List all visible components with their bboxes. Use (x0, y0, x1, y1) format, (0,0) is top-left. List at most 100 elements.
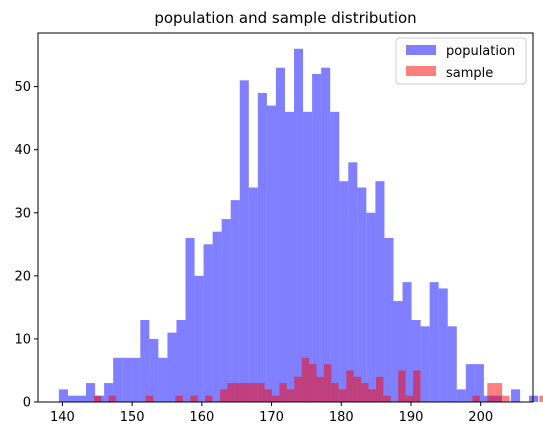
histogram-bar-sample (190, 395, 198, 402)
x-axis: 140 150 160 170 180 190 200 (50, 402, 493, 425)
histogram-bar-sample (257, 383, 265, 402)
histogram-bar-sample (398, 370, 406, 402)
y-tick-label: 10 (14, 332, 31, 347)
histogram-bar-sample (487, 383, 495, 402)
histogram-bar-population (456, 389, 466, 402)
histogram-bar-population (185, 238, 195, 402)
histogram-bar-population (330, 111, 340, 402)
y-tick-label: 50 (14, 80, 31, 95)
histogram-bar-sample (413, 370, 421, 402)
histogram-bar-sample (264, 389, 272, 402)
histogram-bar-sample (294, 376, 302, 402)
histogram-bar-population (275, 67, 285, 402)
histogram-bar-sample (93, 395, 102, 402)
histogram-bar-sample (271, 395, 280, 402)
histogram-bar-population (339, 181, 349, 402)
x-tick-label: 140 (50, 410, 75, 425)
histogram-bar-population (312, 74, 322, 402)
histogram-bar-population (58, 389, 68, 402)
histogram-bar-sample (234, 383, 243, 402)
histogram-bar-population (257, 92, 267, 402)
histogram-bar-population (375, 181, 385, 402)
histogram-bar-sample (108, 395, 117, 402)
histogram-bar-population (266, 105, 276, 403)
histogram-bar-population (67, 395, 78, 402)
histogram-bar-population (248, 187, 258, 402)
histogram-bar-population (122, 357, 132, 402)
histogram-bar-population (194, 275, 204, 402)
histogram-bar-sample (242, 383, 250, 402)
histogram-bar-population (447, 326, 457, 402)
y-tick-label: 30 (14, 206, 31, 221)
plot-frame (37, 32, 534, 403)
histogram-bar-sample (331, 383, 339, 402)
bars-layer (58, 48, 543, 403)
histogram-bar-sample (219, 389, 228, 402)
x-tick-label: 170 (259, 410, 284, 425)
histogram-bar-population (465, 364, 475, 402)
histogram-bar-sample (539, 395, 543, 402)
histogram-bar-sample (309, 364, 317, 402)
histogram-bar-sample (472, 395, 480, 402)
histogram-bar-population (393, 301, 403, 402)
histogram-bar-sample (353, 376, 362, 402)
histogram-bar-population (474, 364, 484, 402)
histogram-bar-population (357, 187, 367, 402)
histogram-bar-population (529, 395, 539, 402)
histogram-bar-sample (279, 383, 287, 402)
x-tick-label: 180 (329, 410, 354, 425)
histogram-bar-population (230, 200, 240, 402)
histogram-bar-population (321, 67, 331, 402)
histogram-bar-population (438, 288, 448, 402)
histogram-bar-population (167, 332, 177, 402)
y-tick-label: 20 (14, 269, 31, 284)
histogram-bar-population (140, 320, 150, 402)
legend-swatch-population (406, 45, 436, 55)
histogram-bar-population (511, 389, 521, 402)
histogram-bar-sample (205, 395, 213, 402)
histogram-bar-sample (383, 395, 391, 402)
histogram-bar-sample (145, 395, 154, 402)
histogram-bar-population (429, 282, 439, 402)
histogram-bar-population (113, 357, 123, 402)
histogram-bar-population (384, 238, 394, 402)
histogram-bar-sample (346, 370, 354, 402)
histogram-bar-population (411, 320, 421, 402)
histogram-bar-population (366, 212, 376, 402)
histogram-bar-sample (286, 389, 295, 402)
histogram-bar-population (294, 48, 304, 403)
histogram-bar-population (303, 111, 313, 402)
histogram-bar-population (86, 383, 96, 402)
histogram-bar-population (402, 282, 412, 402)
chart-title: population and sample distribution (154, 9, 416, 27)
histogram-bar-sample (338, 389, 347, 402)
histogram-bar-sample (316, 376, 324, 402)
histogram-bar-sample (405, 395, 414, 402)
legend-swatch-sample (406, 66, 436, 76)
histogram-bar-population (212, 231, 222, 402)
histogram-bar-population (239, 80, 249, 403)
x-tick-label: 200 (468, 410, 493, 425)
histogram-bar-sample (301, 357, 310, 402)
histogram-bar-sample (502, 395, 510, 402)
y-tick-label: 0 (23, 396, 31, 411)
histogram-bar-sample (494, 383, 503, 402)
legend-label-population: population (446, 44, 515, 59)
histogram-bar-population (203, 244, 213, 402)
x-tick-label: 190 (399, 410, 424, 425)
x-tick-label: 150 (120, 410, 145, 425)
histogram-bar-sample (175, 395, 183, 402)
histogram-bar-sample (361, 383, 369, 402)
histogram-bar-population (77, 395, 87, 402)
histogram-bar-population (131, 357, 141, 402)
histogram-bar-population (420, 326, 430, 402)
y-axis: 0 10 20 30 40 50 (14, 80, 38, 411)
histogram-bar-population (284, 111, 295, 402)
histogram-bar-sample (368, 389, 376, 402)
histogram-bar-population (104, 383, 114, 402)
histogram-bar-population (149, 338, 159, 402)
histogram-bar-sample (323, 364, 332, 402)
y-tick-label: 40 (14, 143, 31, 158)
histogram-bar-population (158, 357, 168, 402)
